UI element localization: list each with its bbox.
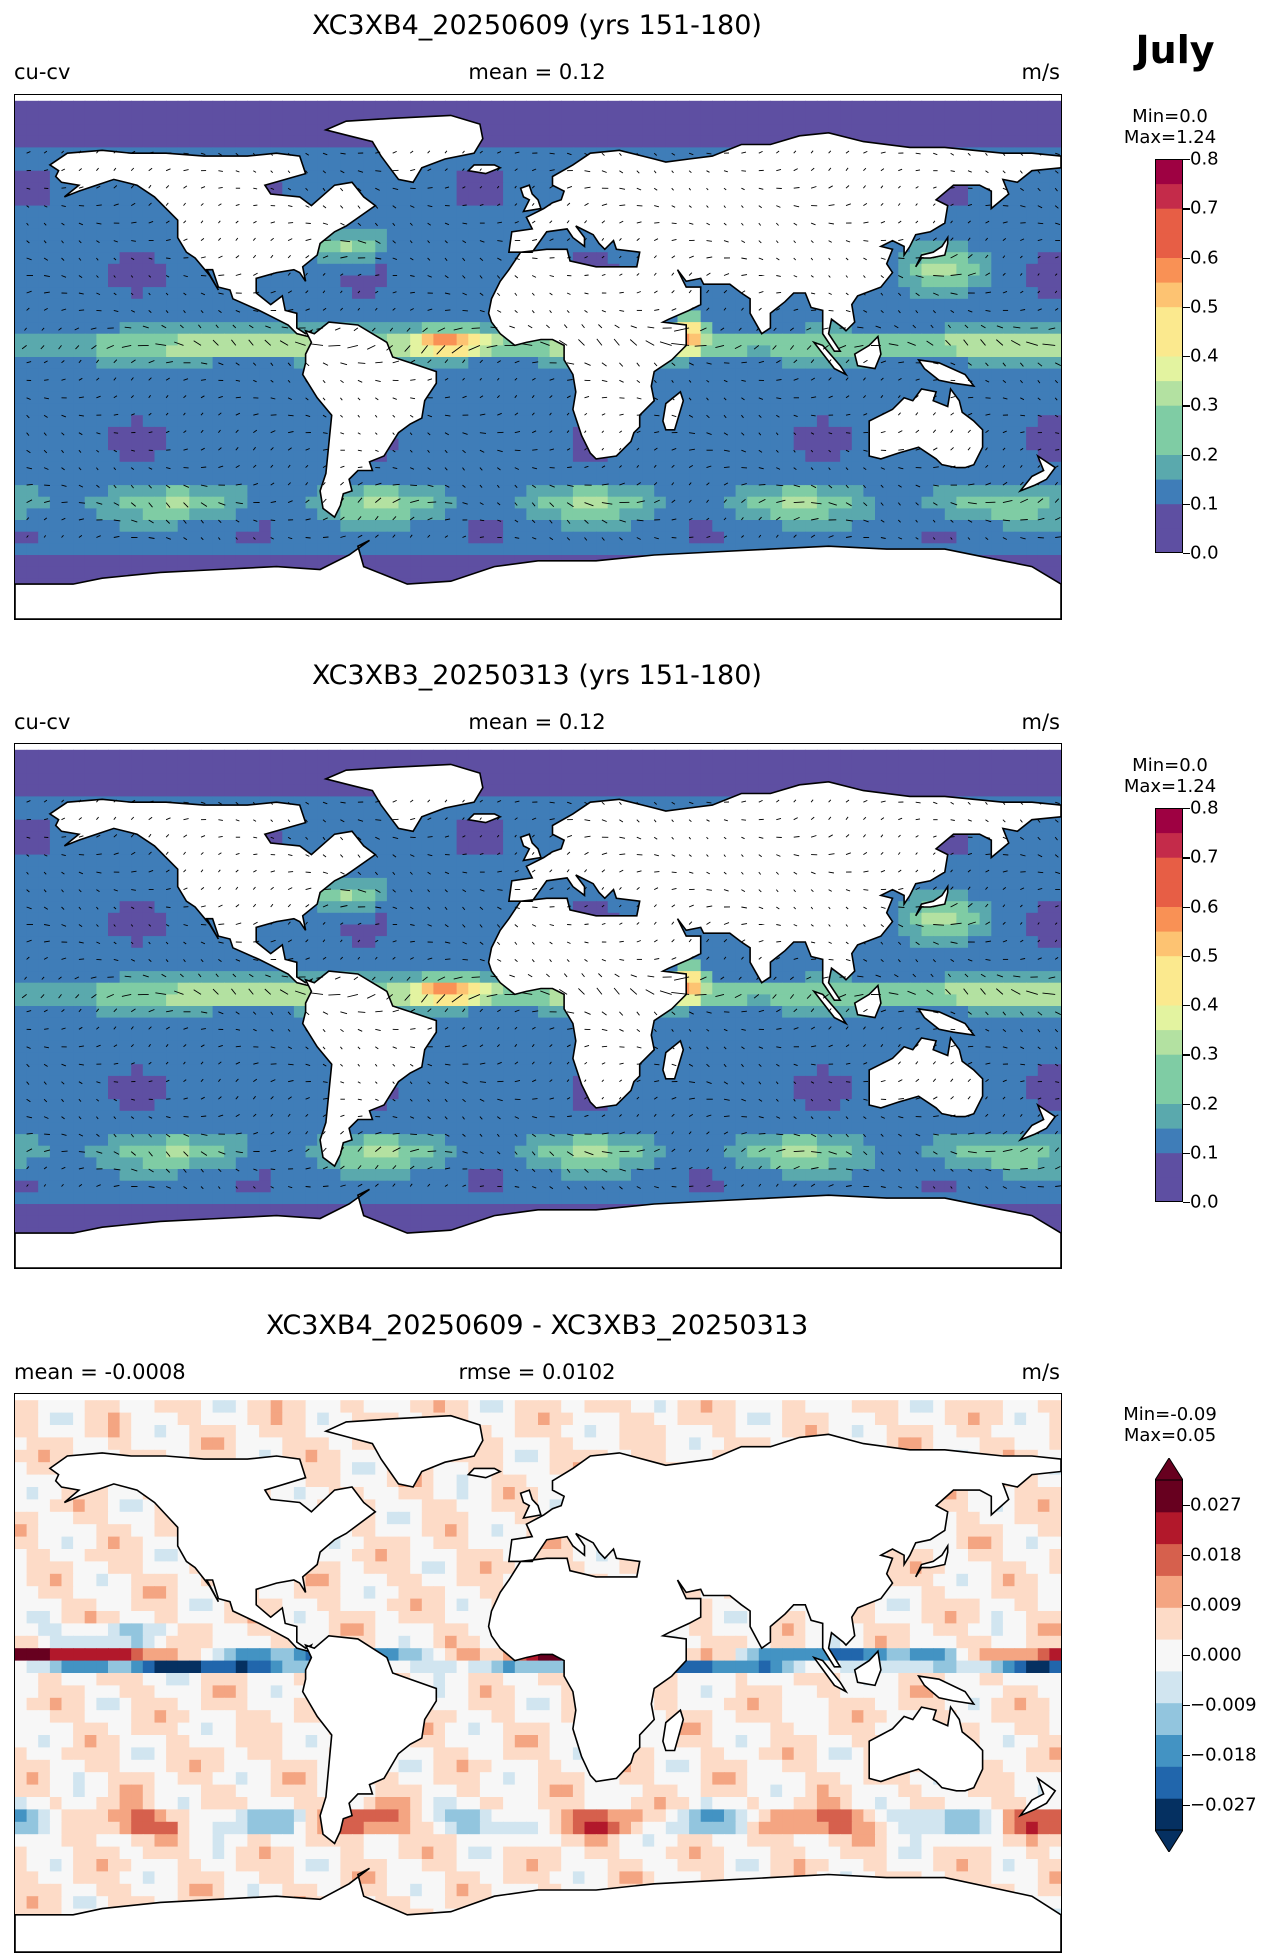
colorbar-tick-mark [1183, 356, 1190, 357]
panel3-map-svg [15, 1394, 1061, 1952]
colorbar-tick-mark [1183, 1005, 1190, 1006]
colorbar-tick-mark [1183, 159, 1190, 160]
panel1-max-label: Max=1.24 [1124, 127, 1216, 148]
colorbar-tick-label: 0.2 [1190, 1093, 1219, 1114]
panel1-units-label: m/s [1022, 60, 1060, 84]
colorbar-tick-mark [1183, 1054, 1190, 1055]
colorbar-max-extend [1155, 1458, 1183, 1480]
colorbar-tick-label: 0.4 [1190, 995, 1219, 1016]
panel2-map [14, 743, 1062, 1269]
panel2-colorbar-svg [1155, 808, 1183, 1202]
panel2-map-svg [15, 744, 1061, 1268]
colorbar-tick-mark [1183, 857, 1190, 858]
colorbar-tick-label: 0.000 [1190, 1645, 1242, 1666]
panel3-units-label: m/s [1022, 1360, 1060, 1384]
colorbar-tick-mark [1183, 1505, 1190, 1506]
colorbar-tick-label: 0.0 [1190, 543, 1219, 564]
colorbar-tick-label: 0.2 [1190, 444, 1219, 465]
colorbar-tick-mark [1183, 1805, 1190, 1806]
colorbar-tick-label: −0.027 [1190, 1795, 1257, 1816]
panel1-min-label: Min=0.0 [1132, 106, 1208, 127]
colorbar-tick-mark [1183, 553, 1190, 554]
colorbar-tick-label: −0.009 [1190, 1695, 1257, 1716]
panel1-colorbar [1155, 159, 1183, 553]
panel2-max-label: Max=1.24 [1124, 776, 1216, 797]
colorbar-tick-mark [1183, 1655, 1190, 1656]
panel3-colorbar-minmax: Min=-0.09 Max=0.05 [1090, 1404, 1250, 1446]
colorbar-tick-label: −0.018 [1190, 1745, 1257, 1766]
panel3-colorbar [1155, 1458, 1183, 1852]
panel2-colorbar [1155, 808, 1183, 1202]
colorbar-tick-mark [1183, 208, 1190, 209]
colorbar-tick-label: 0.5 [1190, 945, 1219, 966]
colorbar-tick-label: 0.0 [1190, 1192, 1219, 1213]
colorbar-tick-label: 0.8 [1190, 149, 1219, 170]
panel1-title: XC3XB4_20250609 (yrs 151-180) [14, 10, 1060, 41]
colorbar-tick-mark [1183, 1104, 1190, 1105]
colorbar-tick-mark [1183, 307, 1190, 308]
panel1-mean-label: mean = 0.12 [14, 60, 1060, 84]
colorbar-tick-label: 0.018 [1190, 1545, 1242, 1566]
panel1-map-svg [15, 95, 1061, 619]
colorbar-tick-label: 0.7 [1190, 198, 1219, 219]
panel2-title: XC3XB3_20250313 (yrs 151-180) [14, 660, 1060, 691]
colorbar-tick-label: 0.7 [1190, 847, 1219, 868]
colorbar-tick-label: 0.8 [1190, 798, 1219, 819]
colorbar-tick-label: 0.6 [1190, 247, 1219, 268]
colorbar-tick-mark [1183, 1202, 1190, 1203]
colorbar-min-extend [1155, 1830, 1183, 1852]
colorbar-tick-label: 0.1 [1190, 1142, 1219, 1163]
colorbar-tick-label: 0.3 [1190, 395, 1219, 416]
panel2-colorbar-minmax: Min=0.0 Max=1.24 [1095, 755, 1245, 797]
colorbar-tick-mark [1183, 405, 1190, 406]
panel3-max-label: Max=0.05 [1124, 1425, 1216, 1446]
colorbar-tick-label: 0.4 [1190, 346, 1219, 367]
colorbar-tick-label: 0.027 [1190, 1495, 1242, 1516]
panel2-min-label: Min=0.0 [1132, 755, 1208, 776]
colorbar-tick-mark [1183, 1755, 1190, 1756]
colorbar-tick-mark [1183, 258, 1190, 259]
colorbar-tick-label: 0.5 [1190, 296, 1219, 317]
colorbar-tick-mark [1183, 1705, 1190, 1706]
panel2-mean-label: mean = 0.12 [14, 710, 1060, 734]
colorbar-tick-label: 0.6 [1190, 896, 1219, 917]
panel1-colorbar-svg [1155, 159, 1183, 553]
colorbar-tick-mark [1183, 504, 1190, 505]
panel1-colorbar-minmax: Min=0.0 Max=1.24 [1095, 106, 1245, 148]
panel3-title: XC3XB4_20250609 - XC3XB3_20250313 [14, 1310, 1060, 1341]
colorbar-tick-mark [1183, 907, 1190, 908]
colorbar-tick-mark [1183, 1153, 1190, 1154]
colorbar-tick-mark [1183, 455, 1190, 456]
month-label: July [1075, 28, 1275, 72]
colorbar-tick-label: 0.009 [1190, 1595, 1242, 1616]
panel3-rmse-label: rmse = 0.0102 [14, 1360, 1060, 1384]
colorbar-tick-label: 0.1 [1190, 493, 1219, 514]
panel3-map [14, 1393, 1062, 1953]
colorbar-tick-mark [1183, 1555, 1190, 1556]
colorbar-tick-mark [1183, 1605, 1190, 1606]
panel3-min-label: Min=-0.09 [1123, 1404, 1217, 1425]
panel2-units-label: m/s [1022, 710, 1060, 734]
colorbar-tick-mark [1183, 956, 1190, 957]
panel1-map [14, 94, 1062, 620]
colorbar-tick-label: 0.3 [1190, 1044, 1219, 1065]
panel3-colorbar-svg [1155, 1458, 1183, 1852]
colorbar-tick-mark [1183, 808, 1190, 809]
